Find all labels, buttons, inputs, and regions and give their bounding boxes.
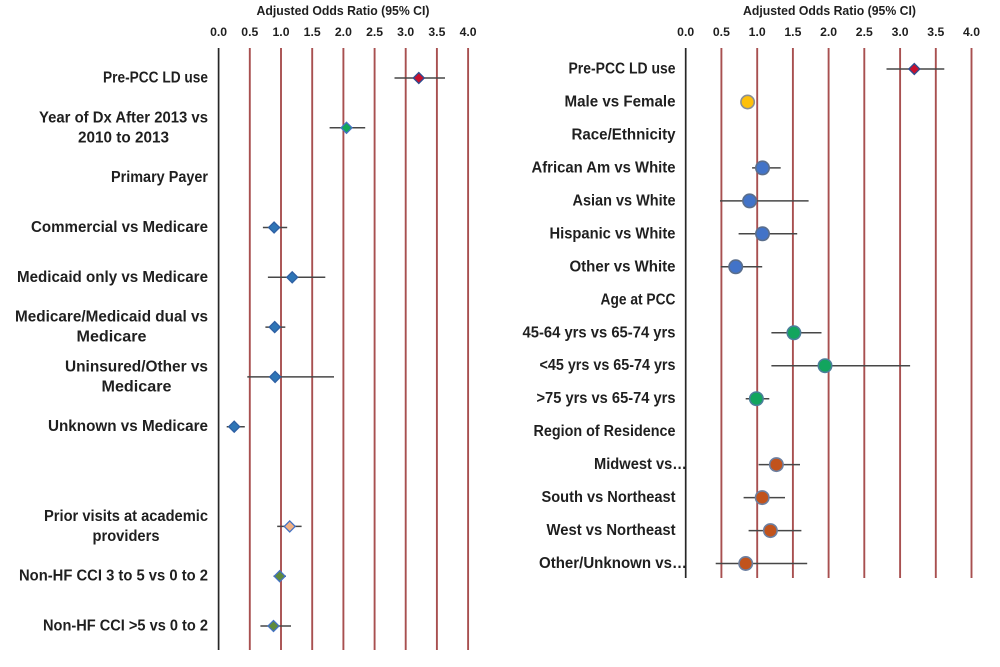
svg-text:Asian vs White: Asian vs White <box>573 192 676 209</box>
svg-text:Unknown vs Medicare: Unknown vs Medicare <box>48 418 208 435</box>
svg-text:0.5: 0.5 <box>241 27 259 39</box>
svg-text:4.0: 4.0 <box>460 27 477 39</box>
svg-text:3.5: 3.5 <box>927 27 945 39</box>
svg-text:0.0: 0.0 <box>210 27 227 39</box>
svg-text:Adjusted Odds Ratio (95% CI): Adjusted Odds Ratio (95% CI) <box>257 3 430 18</box>
svg-text:Other vs White: Other vs White <box>570 258 676 275</box>
svg-text:3.5: 3.5 <box>428 27 446 39</box>
svg-text:Medicare: Medicare <box>77 329 147 346</box>
svg-text:2010 to 2013: 2010 to 2013 <box>78 129 169 146</box>
svg-text:Hispanic vs White: Hispanic vs White <box>550 225 676 242</box>
svg-text:2.0: 2.0 <box>335 27 352 39</box>
svg-text:Pre-PCC LD use: Pre-PCC LD use <box>103 70 208 87</box>
svg-text:providers: providers <box>93 528 160 545</box>
svg-text:Medicare: Medicare <box>102 378 172 395</box>
svg-text:Midwest vs…: Midwest vs… <box>594 456 687 473</box>
svg-text:Adjusted Odds Ratio (95% CI): Adjusted Odds Ratio (95% CI) <box>743 3 916 18</box>
svg-text:45-64 yrs vs 65-74 yrs: 45-64 yrs vs 65-74 yrs <box>523 324 676 341</box>
svg-text:Prior visits at academic: Prior visits at academic <box>44 508 208 525</box>
svg-text:0.5: 0.5 <box>713 27 731 39</box>
svg-text:1.0: 1.0 <box>749 27 766 39</box>
svg-text:Non-HF CCI >5 vs 0 to 2: Non-HF CCI >5 vs 0 to 2 <box>43 618 208 635</box>
svg-text:1.5: 1.5 <box>784 27 802 39</box>
svg-text:<45 yrs vs 65-74 yrs: <45 yrs vs 65-74 yrs <box>540 357 676 374</box>
svg-text:Medicare/Medicaid dual vs: Medicare/Medicaid dual vs <box>15 309 208 326</box>
svg-text:Non-HF CCI 3 to 5 vs 0 to 2: Non-HF CCI 3 to 5 vs 0 to 2 <box>19 568 208 585</box>
svg-text:4.0: 4.0 <box>963 27 980 39</box>
svg-text:Uninsured/Other vs: Uninsured/Other vs <box>65 359 208 376</box>
svg-text:Commercial vs Medicare: Commercial vs Medicare <box>31 219 208 236</box>
svg-text:1.5: 1.5 <box>304 27 322 39</box>
svg-text:0.0: 0.0 <box>677 27 694 39</box>
svg-text:African Am vs White: African Am vs White <box>532 159 676 176</box>
svg-text:Other/Unknown vs…: Other/Unknown vs… <box>539 555 687 572</box>
svg-text:Pre-PCC LD use: Pre-PCC LD use <box>569 61 676 78</box>
svg-text:South vs Northeast: South vs Northeast <box>542 489 676 506</box>
svg-text:2.5: 2.5 <box>366 27 384 39</box>
svg-text:Age at PCC: Age at PCC <box>601 291 676 308</box>
svg-text:West vs Northeast: West vs Northeast <box>547 522 676 539</box>
svg-text:1.0: 1.0 <box>273 27 290 39</box>
svg-text:>75 yrs vs 65-74 yrs: >75 yrs vs 65-74 yrs <box>537 390 676 407</box>
svg-text:Year of Dx After 2013 vs: Year of Dx After 2013 vs <box>39 109 208 126</box>
svg-text:Region of Residence: Region of Residence <box>534 423 676 440</box>
svg-text:Male vs Female: Male vs Female <box>565 94 676 111</box>
svg-text:3.0: 3.0 <box>397 27 414 39</box>
svg-text:2.0: 2.0 <box>820 27 837 39</box>
svg-text:Medicaid only vs Medicare: Medicaid only vs Medicare <box>17 269 208 286</box>
svg-text:Primary Payer: Primary Payer <box>111 169 208 186</box>
svg-text:2.5: 2.5 <box>856 27 874 39</box>
svg-text:Race/Ethnicity: Race/Ethnicity <box>572 126 676 143</box>
svg-text:3.0: 3.0 <box>892 27 909 39</box>
